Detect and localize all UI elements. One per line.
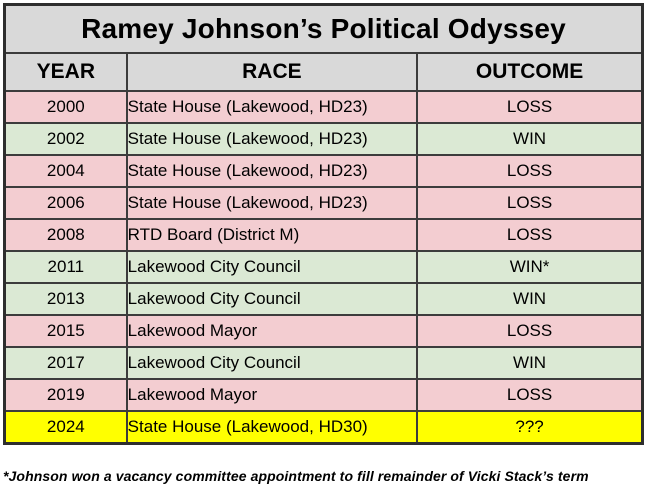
outcome-cell: LOSS [416,90,644,124]
outcome-cell: WIN [416,282,644,316]
column-header-row: YEAR RACE OUTCOME [3,52,644,92]
race-cell: State House (Lakewood, HD23) [125,122,419,156]
outcome-cell: LOSS [416,186,644,220]
year-cell: 2019 [3,378,128,412]
col-header-outcome: OUTCOME [416,52,644,92]
race-cell: RTD Board (District M) [125,218,419,252]
table-row: 2008 RTD Board (District M) LOSS [3,218,644,252]
political-odyssey-table: Ramey Johnson’s Political Odyssey YEAR R… [3,3,644,445]
race-cell: Lakewood City Council [125,282,419,316]
race-cell: State House (Lakewood, HD23) [125,186,419,220]
outcome-cell: ??? [416,410,644,445]
year-cell: 2017 [3,346,128,380]
race-cell: Lakewood Mayor [125,314,419,348]
footnote: *Johnson won a vacancy committee appoint… [3,468,589,484]
outcome-cell: WIN* [416,250,644,284]
outcome-cell: WIN [416,122,644,156]
col-header-year: YEAR [3,52,128,92]
year-cell: 2004 [3,154,128,188]
table-row: 2019 Lakewood Mayor LOSS [3,378,644,412]
outcome-cell: LOSS [416,154,644,188]
table-row: 2015 Lakewood Mayor LOSS [3,314,644,348]
table-row: 2004 State House (Lakewood, HD23) LOSS [3,154,644,188]
col-header-race: RACE [125,52,419,92]
year-cell: 2013 [3,282,128,316]
table-row: 2017 Lakewood City Council WIN [3,346,644,380]
outcome-cell: LOSS [416,314,644,348]
year-cell: 2006 [3,186,128,220]
race-cell: State House (Lakewood, HD30) [125,410,419,445]
year-cell: 2024 [3,410,128,445]
table-row: 2000 State House (Lakewood, HD23) LOSS [3,90,644,124]
title-row: Ramey Johnson’s Political Odyssey [3,3,644,54]
year-cell: 2011 [3,250,128,284]
year-cell: 2015 [3,314,128,348]
table-row: 2011 Lakewood City Council WIN* [3,250,644,284]
race-cell: Lakewood Mayor [125,378,419,412]
year-cell: 2000 [3,90,128,124]
outcome-cell: LOSS [416,218,644,252]
table-row: 2002 State House (Lakewood, HD23) WIN [3,122,644,156]
race-cell: State House (Lakewood, HD23) [125,90,419,124]
page-title: Ramey Johnson’s Political Odyssey [3,3,644,54]
year-cell: 2008 [3,218,128,252]
outcome-cell: WIN [416,346,644,380]
year-cell: 2002 [3,122,128,156]
race-cell: Lakewood City Council [125,250,419,284]
race-cell: Lakewood City Council [125,346,419,380]
table-row: 2024 State House (Lakewood, HD30) ??? [3,410,644,445]
table-row: 2006 State House (Lakewood, HD23) LOSS [3,186,644,220]
race-cell: State House (Lakewood, HD23) [125,154,419,188]
outcome-cell: LOSS [416,378,644,412]
page-content: Ramey Johnson’s Political Odyssey YEAR R… [3,3,647,484]
table-row: 2013 Lakewood City Council WIN [3,282,644,316]
